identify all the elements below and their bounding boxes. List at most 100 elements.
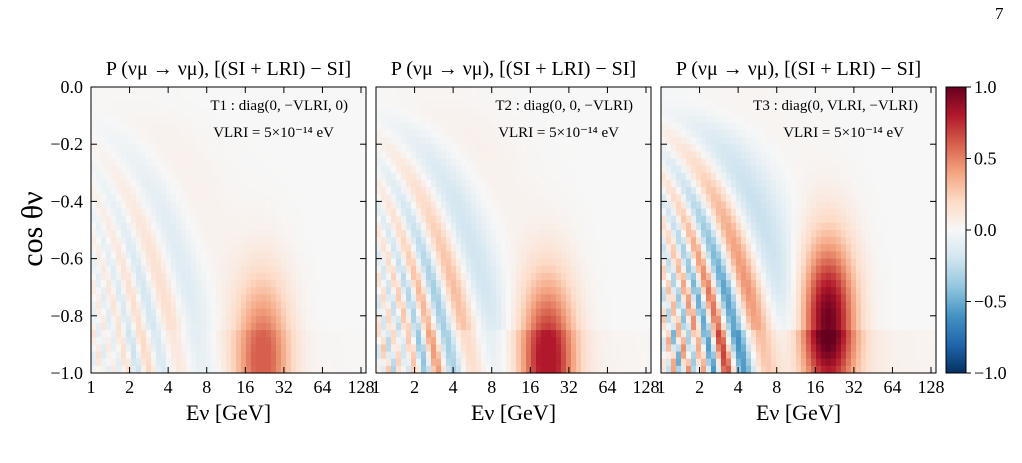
heatmap-cell xyxy=(446,144,452,152)
heatmap-cell xyxy=(641,215,647,224)
heatmap-cell xyxy=(141,258,147,267)
heatmap-cell xyxy=(426,151,432,160)
heatmap-cell xyxy=(221,137,227,145)
heatmap-cell xyxy=(646,230,652,238)
heatmap-cell xyxy=(721,94,727,102)
heatmap-cell xyxy=(461,187,467,195)
heatmap-cell xyxy=(301,122,307,131)
heatmap-cell xyxy=(316,308,322,317)
heatmap-cell xyxy=(561,151,567,160)
heatmap-cell xyxy=(251,358,257,367)
heatmap-cell xyxy=(541,187,547,195)
heatmap-cell xyxy=(441,194,447,202)
heatmap-cell xyxy=(156,322,162,331)
heatmap-cell xyxy=(551,230,557,238)
heatmap-cell xyxy=(261,215,267,224)
heatmap-cell xyxy=(281,187,287,195)
heatmap-cell xyxy=(681,272,687,281)
heatmap-cell xyxy=(601,187,607,195)
heatmap-cell xyxy=(146,301,152,310)
heatmap-cell xyxy=(256,172,262,181)
heatmap-cell xyxy=(441,251,447,260)
heatmap-cell xyxy=(646,330,652,338)
heatmap-cell xyxy=(421,194,427,202)
heatmap-cell xyxy=(361,344,367,353)
heatmap-cell xyxy=(256,144,262,152)
heatmap-cell xyxy=(241,258,247,267)
heatmap-cell xyxy=(451,172,457,181)
heatmap-cell xyxy=(601,129,607,138)
heatmap-cell xyxy=(161,244,167,253)
heatmap-cell xyxy=(511,322,517,331)
heatmap-cell xyxy=(156,122,162,131)
heatmap-cell xyxy=(411,201,417,210)
heatmap-cell xyxy=(376,115,382,124)
heatmap-cell xyxy=(356,344,362,353)
heatmap-cell xyxy=(531,244,537,253)
heatmap-cell xyxy=(676,165,682,174)
heatmap-cell xyxy=(676,187,682,195)
heatmap-cell xyxy=(251,237,257,245)
heatmap-cell xyxy=(296,208,302,217)
heatmap-cell xyxy=(311,265,317,274)
heatmap-cell xyxy=(546,215,552,224)
heatmap-cell xyxy=(476,237,482,245)
heatmap-cell xyxy=(556,272,562,281)
heatmap-cell xyxy=(541,87,547,95)
heatmap-cell xyxy=(126,151,132,160)
heatmap-cell xyxy=(481,244,487,253)
heatmap-cell xyxy=(586,208,592,217)
heatmap-cell xyxy=(271,265,277,274)
heatmap-cell xyxy=(141,187,147,195)
heatmap-cell xyxy=(186,115,192,124)
heatmap-cell xyxy=(101,222,107,231)
heatmap-cell xyxy=(291,108,297,117)
heatmap-cell xyxy=(496,158,502,167)
heatmap-cell xyxy=(356,280,362,288)
heatmap-cell xyxy=(491,330,497,338)
heatmap-cell xyxy=(511,294,517,303)
heatmap-cell xyxy=(506,237,512,245)
heatmap-cell xyxy=(696,301,702,310)
heatmap-cell xyxy=(556,208,562,217)
heatmap-cell xyxy=(666,179,672,188)
heatmap-cell xyxy=(531,287,537,295)
heatmap-cell xyxy=(396,330,402,338)
heatmap-cell xyxy=(216,365,222,374)
heatmap-cell xyxy=(431,308,437,317)
heatmap-cell xyxy=(446,215,452,224)
heatmap-cell xyxy=(451,294,457,303)
heatmap-cell xyxy=(101,101,107,110)
heatmap-cell xyxy=(386,330,392,338)
heatmap-cell xyxy=(506,272,512,281)
heatmap-cell xyxy=(701,308,707,317)
heatmap-cell xyxy=(521,137,527,145)
heatmap-cell xyxy=(441,344,447,353)
heatmap-cell xyxy=(146,322,152,331)
heatmap-cell xyxy=(331,172,337,181)
heatmap-cell xyxy=(356,301,362,310)
heatmap-cell xyxy=(216,251,222,260)
heatmap-cell xyxy=(356,94,362,102)
heatmap-cell xyxy=(541,280,547,288)
heatmap-cell xyxy=(586,108,592,117)
heatmap-cell xyxy=(136,251,142,260)
heatmap-cell xyxy=(181,351,187,360)
heatmap-cell xyxy=(716,294,722,303)
heatmap-cell xyxy=(431,201,437,210)
heatmap-cell xyxy=(91,230,97,238)
heatmap-cell xyxy=(276,215,282,224)
heatmap-cell xyxy=(286,265,292,274)
heatmap-cell xyxy=(631,258,637,267)
heatmap-cell xyxy=(401,280,407,288)
heatmap-cell xyxy=(541,151,547,160)
heatmap-cell xyxy=(511,208,517,217)
heatmap-cell xyxy=(191,272,197,281)
heatmap-cell xyxy=(501,237,507,245)
heatmap-cell xyxy=(526,344,532,353)
heatmap-cell xyxy=(721,87,727,95)
heatmap-cell xyxy=(581,137,587,145)
heatmap-cell xyxy=(701,151,707,160)
heatmap-cell xyxy=(461,151,467,160)
heatmap-cell xyxy=(161,351,167,360)
